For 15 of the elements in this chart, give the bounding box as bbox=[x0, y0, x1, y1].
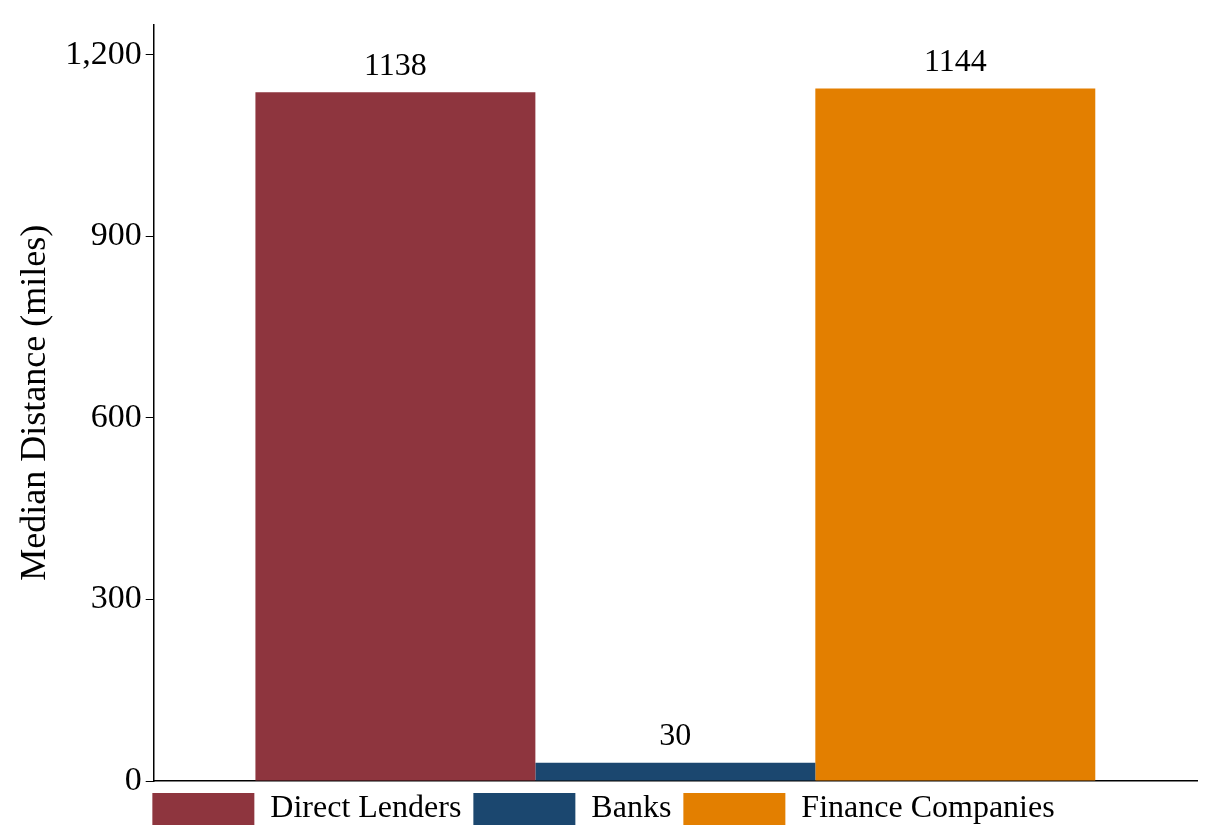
y-tick-label: 1,200 bbox=[65, 33, 142, 71]
bar bbox=[255, 92, 536, 781]
bar bbox=[815, 88, 1096, 781]
data-label: 1144 bbox=[923, 41, 987, 78]
y-tick-label: 300 bbox=[90, 578, 142, 616]
legend-label: Finance Companies bbox=[801, 788, 1055, 825]
y-tick-label: 0 bbox=[124, 759, 142, 797]
data-label: 30 bbox=[659, 716, 692, 753]
y-axis-title: Median Distance (miles) bbox=[13, 224, 54, 581]
legend-label: Direct Lenders bbox=[270, 788, 462, 825]
data-label: 1138 bbox=[363, 45, 427, 82]
bar bbox=[535, 762, 816, 781]
legend-label: Banks bbox=[591, 788, 672, 825]
y-tick-label: 900 bbox=[90, 215, 142, 253]
y-tick-label: 600 bbox=[90, 396, 142, 434]
